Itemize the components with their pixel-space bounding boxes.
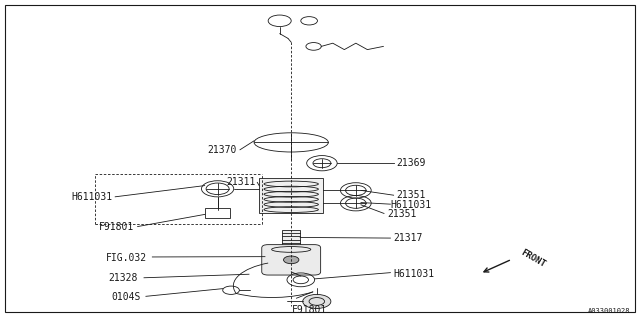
Bar: [205, 208, 230, 218]
Text: 21369: 21369: [397, 158, 426, 168]
Text: H611031: H611031: [394, 268, 435, 279]
Circle shape: [303, 294, 331, 308]
Text: H611031: H611031: [390, 200, 431, 210]
Ellipse shape: [271, 246, 311, 252]
Text: FIG.032: FIG.032: [106, 252, 147, 263]
FancyBboxPatch shape: [262, 244, 321, 275]
Text: 21351: 21351: [397, 190, 426, 200]
Bar: [282, 230, 300, 244]
Text: 0104S: 0104S: [111, 292, 141, 302]
Text: H611031: H611031: [71, 192, 112, 202]
Bar: [259, 178, 323, 213]
Text: 21351: 21351: [387, 209, 417, 220]
Text: F91801: F91801: [99, 222, 134, 232]
Text: A033001028: A033001028: [588, 308, 630, 314]
Text: 21317: 21317: [394, 233, 423, 244]
Text: F91801: F91801: [291, 305, 327, 315]
Text: 21328: 21328: [108, 273, 138, 284]
Text: 21311: 21311: [227, 177, 256, 188]
Circle shape: [284, 256, 299, 264]
Text: FRONT: FRONT: [520, 248, 547, 269]
Text: 21370: 21370: [207, 145, 237, 156]
